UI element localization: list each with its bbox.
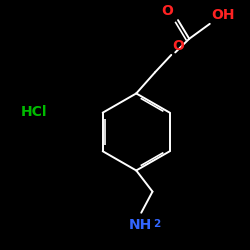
Text: NH: NH [128, 218, 152, 232]
Text: 2: 2 [153, 219, 160, 229]
Text: O: O [161, 4, 173, 18]
Text: HCl: HCl [20, 105, 47, 119]
Text: O: O [172, 39, 184, 53]
Text: OH: OH [211, 8, 234, 22]
